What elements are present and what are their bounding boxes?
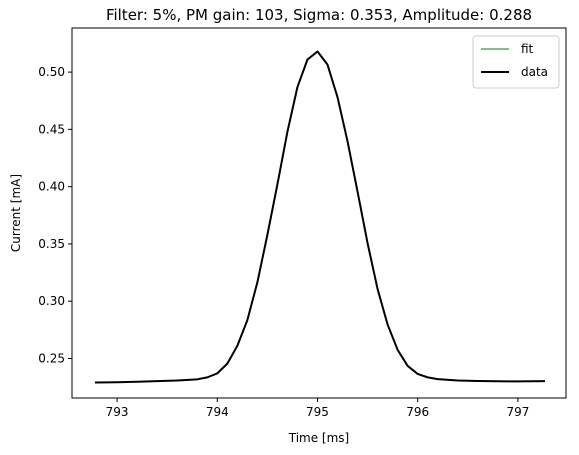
legend-fit-label: fit [521, 42, 534, 56]
y-tick-label: 0.40 [38, 180, 65, 194]
y-tick-label: 0.30 [38, 294, 65, 308]
legend: fit data [472, 35, 560, 89]
plot-frame [71, 27, 567, 399]
legend-box [472, 35, 560, 89]
y-axis-label: Current [mA] [9, 174, 23, 252]
y-tick-label: 0.50 [38, 65, 65, 79]
y-tick-label: 0.35 [38, 237, 65, 251]
x-tick-label: 793 [106, 405, 129, 419]
chart-title: Filter: 5%, PM gain: 103, Sigma: 0.353, … [106, 6, 532, 24]
x-tick-label: 797 [506, 405, 529, 419]
x-tick-label: 794 [206, 405, 229, 419]
y-tick-label: 0.25 [38, 351, 65, 365]
legend-data-label: data [521, 65, 548, 79]
x-tick-label: 795 [306, 405, 329, 419]
y-axis: 0.25 0.30 0.35 0.40 0.45 0.50 [38, 65, 72, 365]
series-layer [95, 50, 545, 384]
x-axis-label: Time [ms] [288, 431, 350, 445]
series-data-line [95, 50, 545, 384]
x-tick-label: 796 [406, 405, 429, 419]
y-tick-label: 0.45 [38, 122, 65, 136]
x-axis: 793 794 795 796 797 [106, 398, 529, 419]
